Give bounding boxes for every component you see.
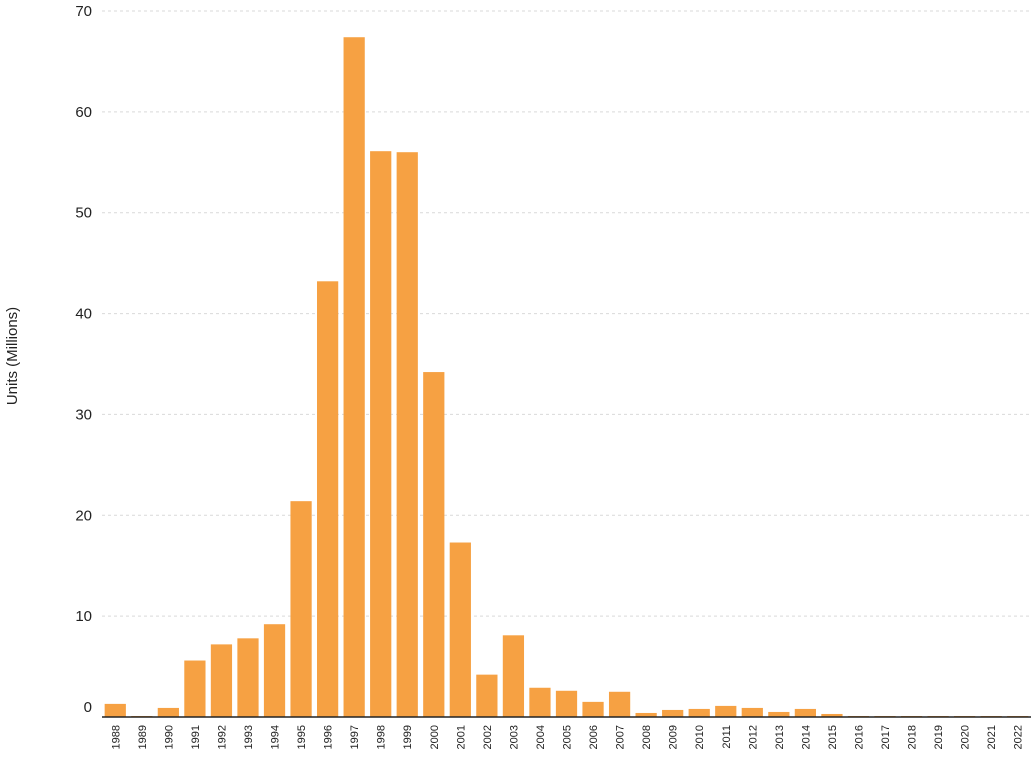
x-tick-label: 1989 <box>137 725 149 749</box>
x-tick-label: 2020 <box>960 725 972 749</box>
bar-2007 <box>608 691 631 717</box>
bar-2014 <box>794 708 817 717</box>
bar-2001 <box>449 542 471 717</box>
x-axis-ticks: 1988 1989 1990 1991 1992 1993 1994 1995 1996 1997… <box>110 725 1024 749</box>
x-tick-label: 1988 <box>110 725 122 749</box>
bar-2011 <box>715 705 737 717</box>
bar-1995 <box>290 501 312 717</box>
x-tick-label: 2018 <box>907 725 919 749</box>
bar-1990 <box>157 707 179 717</box>
bar-2002 <box>476 674 498 717</box>
x-tick-label: 2003 <box>508 725 520 749</box>
x-tick-label: 2008 <box>641 725 653 749</box>
x-tick-label: 1996 <box>323 725 335 749</box>
bar-1993 <box>237 638 259 717</box>
y-tick-label: 10 <box>75 608 92 625</box>
x-tick-label: 2012 <box>747 725 759 749</box>
x-tick-label: 1990 <box>163 725 175 749</box>
bar-2003 <box>502 635 525 717</box>
bar-1997 <box>343 37 365 718</box>
x-tick-label: 2000 <box>429 725 441 749</box>
bar-2010 <box>688 708 710 717</box>
x-tick-label: 1993 <box>243 725 255 749</box>
y-tick-label: 50 <box>75 205 92 222</box>
bar-2013 <box>768 711 790 717</box>
x-tick-label: 1994 <box>270 725 282 749</box>
x-tick-label: 2014 <box>800 725 812 749</box>
x-tick-label: 2015 <box>827 725 839 749</box>
x-tick-label: 2002 <box>482 725 494 749</box>
bar-2004 <box>529 687 551 717</box>
x-tick-label: 2001 <box>455 725 467 749</box>
grid-lines <box>102 10 1031 617</box>
y-tick-label: 30 <box>75 406 92 423</box>
x-tick-label: 1997 <box>349 725 361 749</box>
y-tick-label: 60 <box>75 104 92 121</box>
x-tick-label: 2013 <box>774 725 786 749</box>
bar-1999 <box>396 152 418 717</box>
bar-1994 <box>263 624 286 717</box>
bar-1996 <box>316 281 339 717</box>
bar-2006 <box>582 701 604 717</box>
y-tick-label: 70 <box>75 3 92 20</box>
x-tick-label: 2010 <box>694 725 706 749</box>
bar-1988 <box>104 703 126 717</box>
bar-1998 <box>370 151 392 718</box>
y-axis-ticks: 0 10 20 30 40 50 60 70 <box>75 3 92 716</box>
y-tick-label: 20 <box>75 507 92 524</box>
y-axis-label: Units (Millions) <box>4 307 21 405</box>
bar-2000 <box>423 372 445 717</box>
x-tick-label: 2011 <box>721 725 733 749</box>
bar-2009 <box>662 709 684 717</box>
x-tick-label: 2004 <box>535 725 547 749</box>
bar-2015 <box>821 713 843 717</box>
x-tick-label: 2017 <box>880 725 892 749</box>
x-tick-label: 2019 <box>933 725 945 749</box>
x-tick-label: 2007 <box>615 725 627 749</box>
x-tick-label: 1992 <box>216 725 228 749</box>
x-tick-label: 1991 <box>190 725 202 749</box>
bar-1991 <box>184 660 206 717</box>
y-tick-label: 40 <box>75 306 92 323</box>
bar-2008 <box>635 712 657 717</box>
bar-2012 <box>741 707 763 717</box>
x-tick-label: 2006 <box>588 725 600 749</box>
bar-2005 <box>555 690 578 717</box>
x-tick-label: 2022 <box>1013 725 1025 749</box>
x-tick-label: 2016 <box>853 725 865 749</box>
y-tick-label: 0 <box>84 699 92 716</box>
bar-1992 <box>210 644 233 717</box>
x-tick-label: 1998 <box>376 725 388 749</box>
x-tick-label: 1999 <box>402 725 414 749</box>
x-tick-label: 2009 <box>668 725 680 749</box>
x-tick-label: 1995 <box>296 725 308 749</box>
x-tick-label: 2005 <box>562 725 574 749</box>
x-tick-label: 2021 <box>986 725 998 749</box>
bars <box>104 37 1029 718</box>
